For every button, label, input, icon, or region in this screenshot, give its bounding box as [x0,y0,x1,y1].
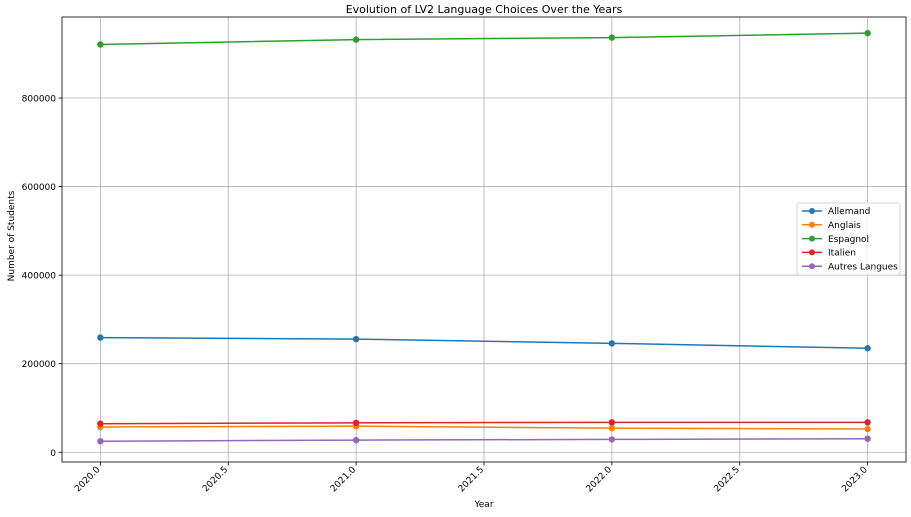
legend-item: Italien [802,249,856,259]
legend-box [796,202,901,276]
data-point [864,425,871,433]
x-axis-label: Year [473,500,493,510]
y-axis-label: Number of Students [7,190,17,281]
legend-label: Autres Langues [828,262,898,272]
data-point [97,334,104,341]
x-tick-label: 2021.5 [457,465,486,494]
data-point [608,419,616,426]
series-line [100,425,868,430]
data-point [352,335,360,343]
data-point [864,29,871,37]
x-tick-label: 2020.5 [201,465,230,494]
data-point [608,436,616,443]
data-point [608,34,616,41]
series-line [100,336,868,349]
y-tick-label: 0 [50,449,56,459]
legend-label: Anglais [828,221,861,231]
chart-title: Evolution of LV2 Language Choices Over t… [346,3,623,16]
data-point [97,41,104,48]
legend-dot-marker [809,249,815,256]
x-tick-label: 2022.0 [585,465,615,495]
legend: Allemand Anglais Espagnol Italien Autres Lan… [796,202,901,276]
x-tick-label: 2021.0 [329,465,359,495]
data-point [352,436,360,444]
legend-dot-marker [809,263,815,270]
y-tick-label: 800000 [22,95,57,105]
y-tick-label: 600000 [22,183,57,193]
y-tick-label: 400000 [22,272,57,282]
data-point [864,435,871,442]
series-italien [97,419,871,427]
series-line [100,32,868,46]
axes: 2020.0 2020.5 2021.0 2021.5 2022.0 2022.5 2023… [22,95,870,495]
data-point [97,420,104,427]
y-tick-label: 200000 [22,360,57,370]
grid [62,17,906,462]
data-point [608,424,616,432]
legend-item: Autres Langues [802,262,898,272]
legend-dot-marker [809,208,815,214]
legend-label: Italien [828,249,856,259]
series-allemand [97,334,871,352]
legend-dot-marker [809,221,815,228]
x-tick-label: 2023.0 [840,465,870,495]
legend-label: Espagnol [828,235,869,245]
series-layer [97,29,871,445]
series-autres-langues [97,435,871,445]
legend-item: Anglais [802,221,861,231]
data-point [352,36,360,43]
x-tick-label: 2020.0 [73,465,103,495]
data-point [608,340,616,347]
x-tick-label: 2022.5 [713,465,742,494]
data-point [864,419,871,426]
legend-label: Allemand [828,207,870,217]
series-espagnol [97,29,871,48]
series-line [100,421,868,425]
legend-dot-marker [809,235,815,242]
data-point [97,437,104,445]
series-line [100,438,868,442]
legend-item: Espagnol [802,235,869,245]
data-point [864,345,871,352]
legend-item: Allemand [802,207,870,217]
data-point [352,419,360,427]
